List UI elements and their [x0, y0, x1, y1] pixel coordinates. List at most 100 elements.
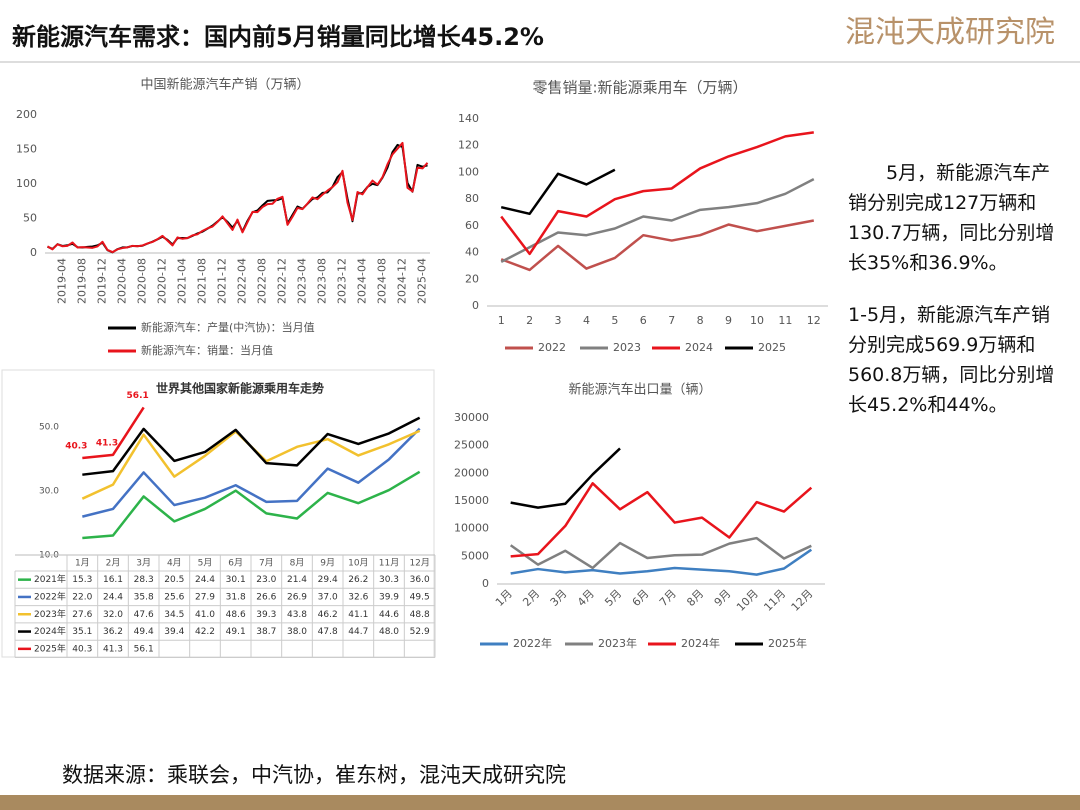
table-cell: 39.9: [379, 592, 399, 602]
table-cell: 56.1: [134, 644, 154, 654]
table-cell: 26.9: [287, 592, 307, 602]
line: [509, 536, 812, 570]
y-tick-label: 5000: [461, 549, 489, 562]
legend-label: 2023: [613, 341, 641, 354]
table-cell: 46.2: [318, 610, 338, 620]
y-tick-label: 100: [16, 177, 37, 190]
table-cell: 30.1: [226, 575, 246, 585]
table-cell: 48.6: [226, 610, 246, 620]
legend-label: 2025年: [768, 636, 807, 650]
line: [500, 168, 616, 216]
x-tick-label: 2021-08: [196, 258, 209, 304]
notes: 5月，新能源汽车产销分别完成127万辆和130.7万辆，同比分别增长35%和36…: [848, 158, 1060, 442]
x-tick-label: 2020-12: [156, 258, 169, 304]
table-cell: 42.2: [195, 627, 215, 637]
table-cell: 23.0: [256, 575, 276, 585]
note: 1-5月，新能源汽车产销分别完成569.9万辆和560.8万辆，同比分别增长45…: [848, 304, 1055, 416]
y-tick-label: 40: [465, 246, 479, 259]
line: [510, 447, 621, 509]
legend-label: 2025年: [34, 642, 66, 654]
x-tick-label: 8月: [684, 587, 706, 609]
x-tick-label: 2019-12: [96, 258, 109, 304]
table-cell: 49.5: [410, 592, 430, 602]
table-cell: 27.6: [72, 610, 92, 620]
table-cell: 44.7: [348, 627, 368, 637]
x-tick-label: 2月: [520, 587, 542, 609]
table-cell: 41.1: [348, 610, 368, 620]
table-cell: 36.0: [410, 575, 430, 585]
line: [82, 427, 421, 518]
line: [500, 219, 815, 272]
table-cell: 34.5: [164, 610, 184, 620]
table-cell: 27.9: [195, 592, 215, 602]
table-cell: 32.6: [348, 592, 368, 602]
x-tick-label: 12月: [789, 587, 816, 614]
x-tick-label: 4: [583, 314, 590, 327]
legend-label: 2023年: [598, 636, 637, 650]
x-tick-label: 2020-08: [136, 258, 149, 304]
table-cell: 38.0: [287, 627, 307, 637]
x-tick-label: 4月: [167, 558, 182, 569]
x-tick-label: 2: [526, 314, 533, 327]
x-tick-label: 10: [750, 314, 764, 327]
y-tick-label: 140: [458, 112, 479, 125]
x-tick-label: 2021-12: [216, 258, 229, 304]
x-tick-label: 2022-08: [256, 258, 269, 304]
x-tick-label: 10月: [348, 558, 368, 569]
line: [47, 143, 428, 254]
legend-label: 2022年: [513, 636, 552, 650]
x-tick-label: 8月: [290, 558, 305, 569]
line: [46, 141, 429, 254]
legend-label: 2025: [758, 341, 786, 354]
table-cell: 30.3: [379, 575, 399, 585]
x-tick-label: 3: [555, 314, 562, 327]
line: [82, 416, 421, 476]
table-cell: 39.4: [164, 627, 184, 637]
table-cell: 21.4: [287, 575, 307, 585]
line: [500, 131, 814, 256]
data-label: 56.1: [127, 391, 149, 401]
x-tick-label: 11月: [379, 558, 399, 569]
x-tick-label: 6月: [630, 587, 652, 609]
footer-bar: [0, 795, 1080, 810]
legend-label: 2024年: [681, 636, 720, 650]
table-cell: 52.9: [410, 627, 430, 637]
table-cell: 36.2: [103, 627, 123, 637]
x-tick-label: 2024-12: [396, 258, 409, 304]
table-cell: 48.0: [379, 627, 399, 637]
table-cell: 44.6: [379, 610, 399, 620]
y-tick-label: 20: [465, 272, 479, 285]
chart-title: 中国新能源汽车产销（万辆）: [140, 77, 309, 93]
x-tick-label: 9: [725, 314, 732, 327]
x-tick-label: 1月: [75, 558, 90, 569]
table-cell: 49.1: [226, 627, 246, 637]
x-tick-label: 2023-04: [296, 258, 309, 304]
x-tick-label: 11月: [761, 587, 788, 614]
legend-label: 新能源汽车：销量：当月值: [141, 343, 273, 357]
y-tick-label: 0: [482, 577, 489, 590]
x-tick-label: 6月: [228, 558, 243, 569]
table-cell: 26.2: [348, 575, 368, 585]
y-tick-label: 20000: [454, 466, 489, 479]
legend-label: 2021年: [34, 573, 66, 585]
table-cell: 40.3: [72, 644, 92, 654]
x-tick-label: 2022-04: [236, 258, 249, 304]
line: [82, 470, 421, 540]
x-tick-label: 3月: [548, 587, 570, 609]
x-tick-label: 3月: [136, 558, 151, 569]
table-cell: 41.3: [103, 644, 123, 654]
y-tick-label: 80: [465, 192, 479, 205]
y-tick-label: 10000: [454, 522, 489, 535]
y-tick-label: 120: [458, 139, 479, 152]
table-cell: 43.8: [287, 610, 307, 620]
line: [500, 177, 815, 264]
y-tick-label: 0: [472, 299, 479, 312]
y-tick-label: 30.0: [39, 487, 59, 497]
table-cell: 28.3: [134, 575, 154, 585]
table-cell: 20.5: [164, 575, 184, 585]
legend-label: 新能源汽车：产量(中汽协)：当月值: [141, 320, 315, 334]
x-tick-label: 9月: [712, 587, 734, 609]
data-label: 41.3: [96, 438, 118, 448]
